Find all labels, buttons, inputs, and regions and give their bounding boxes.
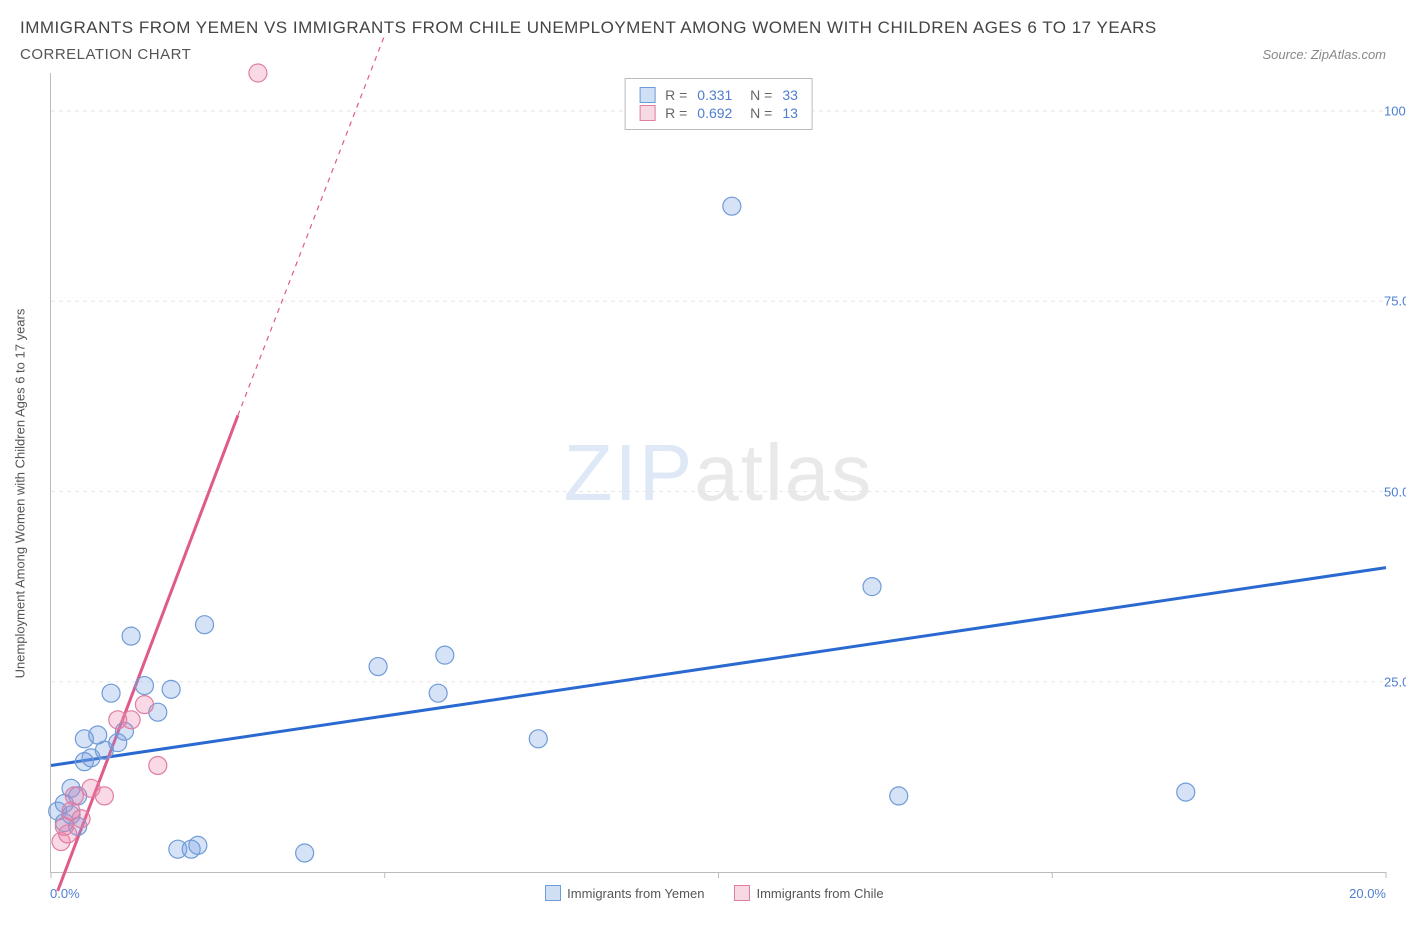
y-axis-label-text: Unemployment Among Women with Children A… (13, 308, 28, 678)
y-axis-label: Unemployment Among Women with Children A… (0, 73, 40, 913)
plot-area: ZIPatlas R = 0.331 N = 33 R = 0.692 N = … (50, 73, 1386, 873)
chart-title: IMMIGRANTS FROM YEMEN VS IMMIGRANTS FROM… (0, 0, 1406, 42)
x-axis-min-label: 0.0% (50, 886, 80, 901)
plot-wrap: Unemployment Among Women with Children A… (0, 73, 1406, 913)
swatch-chile-bottom (734, 885, 750, 901)
swatch-chile (639, 105, 655, 121)
bottom-legend: Immigrants from Yemen Immigrants from Ch… (545, 885, 883, 901)
legend-row-yemen: R = 0.331 N = 33 (639, 87, 798, 103)
source-label: Source: ZipAtlas.com (1262, 47, 1386, 62)
legend-row-chile: R = 0.692 N = 13 (639, 105, 798, 121)
swatch-yemen (639, 87, 655, 103)
chart-svg (51, 73, 1386, 872)
r-value-chile: 0.692 (697, 105, 732, 121)
legend-label-yemen: Immigrants from Yemen (567, 886, 704, 901)
r-value-yemen: 0.331 (697, 87, 732, 103)
x-axis-row: 0.0% Immigrants from Yemen Immigrants fr… (50, 873, 1386, 913)
y-tick-label: 50.0% (1380, 484, 1406, 499)
correlation-legend: R = 0.331 N = 33 R = 0.692 N = 13 (624, 78, 813, 130)
legend-label-chile: Immigrants from Chile (756, 886, 883, 901)
swatch-yemen-bottom (545, 885, 561, 901)
n-label: N = (742, 87, 772, 103)
n-value-yemen: 33 (782, 87, 798, 103)
n-label: N = (742, 105, 772, 121)
r-label: R = (665, 105, 687, 121)
n-value-chile: 13 (782, 105, 798, 121)
y-tick-label: 75.0% (1380, 294, 1406, 309)
legend-item-yemen: Immigrants from Yemen (545, 885, 704, 901)
y-tick-label: 25.0% (1380, 674, 1406, 689)
x-axis-max-label: 20.0% (1349, 886, 1386, 901)
r-label: R = (665, 87, 687, 103)
subtitle-row: CORRELATION CHART Source: ZipAtlas.com (0, 42, 1406, 73)
y-tick-label: 100.0% (1380, 104, 1406, 119)
chart-subtitle: CORRELATION CHART (20, 46, 191, 63)
legend-item-chile: Immigrants from Chile (734, 885, 883, 901)
